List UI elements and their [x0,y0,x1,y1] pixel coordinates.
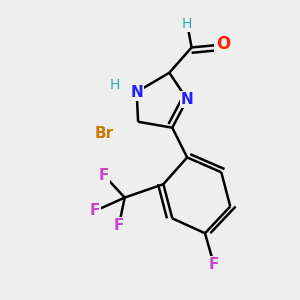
Text: H: H [109,78,119,92]
Text: F: F [99,168,109,183]
Text: O: O [216,35,230,53]
Text: Br: Br [94,126,113,141]
Text: F: F [90,203,100,218]
Text: N: N [181,92,194,107]
Text: H: H [182,17,192,31]
Text: F: F [209,257,219,272]
Text: N: N [130,85,143,100]
Text: F: F [114,218,124,233]
